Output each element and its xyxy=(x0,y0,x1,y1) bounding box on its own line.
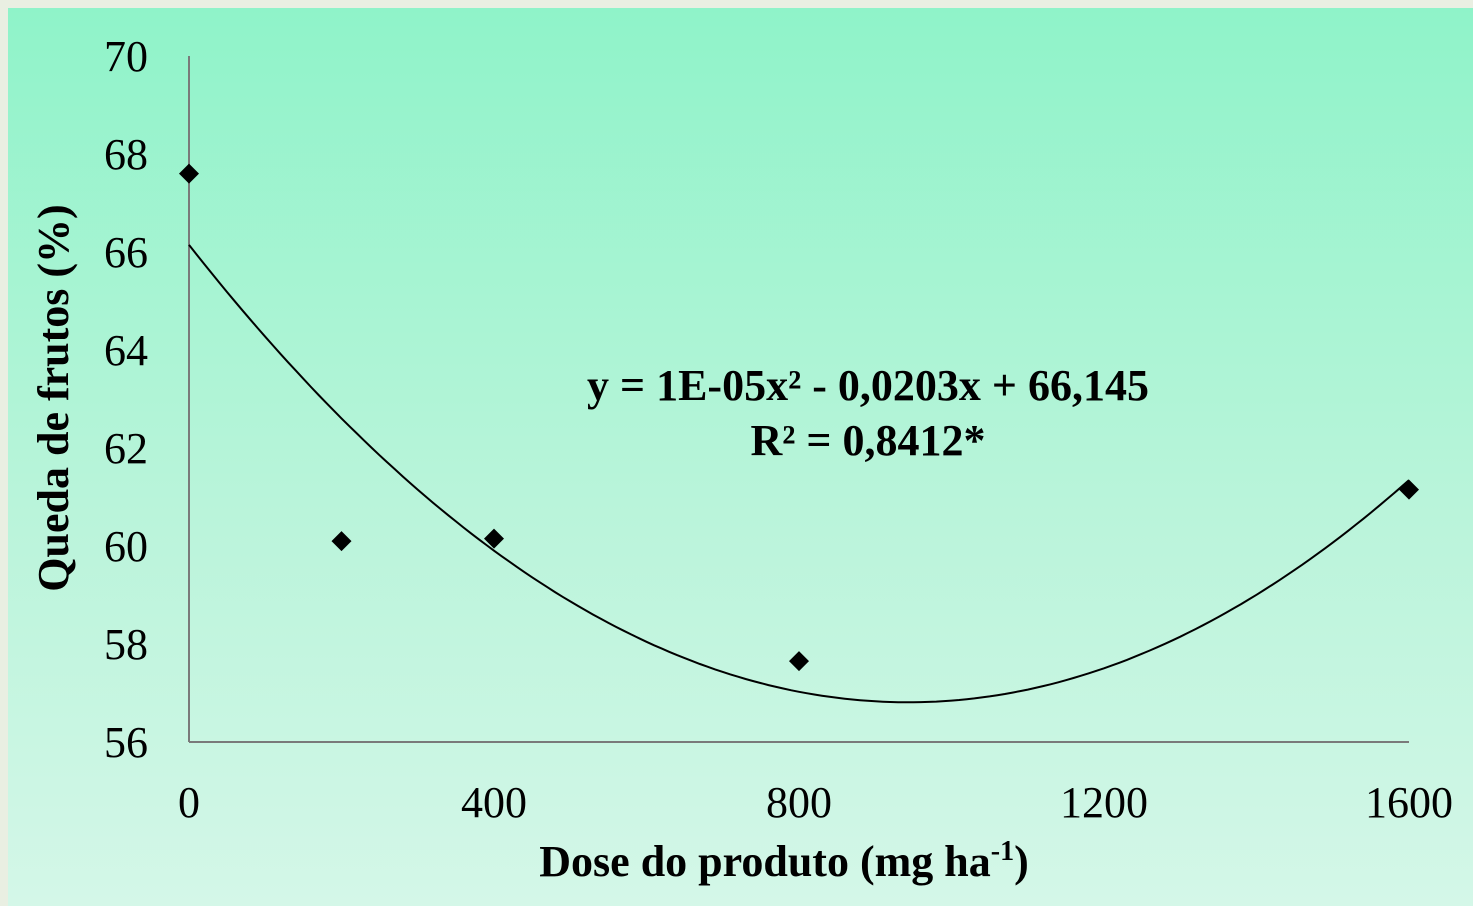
y-tick-label: 58 xyxy=(104,620,148,669)
y-tick-label: 62 xyxy=(104,424,148,473)
r-squared-label: R² = 0,8412* xyxy=(750,416,985,465)
y-tick-labels: 56 58 60 62 64 66 68 70 xyxy=(104,32,148,767)
data-point xyxy=(484,528,504,549)
data-point xyxy=(1399,479,1419,500)
x-tick-label: 400 xyxy=(461,778,527,827)
x-axis-title-sup: -1 xyxy=(991,836,1014,867)
y-tick-label: 60 xyxy=(104,522,148,571)
x-axis-title: Dose do produto (mg ha-1) xyxy=(539,836,1028,886)
plot-background xyxy=(8,8,1473,906)
data-point xyxy=(331,531,352,552)
data-points xyxy=(179,163,1419,672)
y-tick-label: 64 xyxy=(104,326,148,375)
y-tick-label: 70 xyxy=(104,32,148,81)
y-axis-title: Queda de frutos (%) xyxy=(29,204,78,591)
data-point xyxy=(179,163,199,184)
trendline-curve xyxy=(188,244,1410,704)
x-tick-label: 0 xyxy=(178,778,200,827)
x-tick-label: 1600 xyxy=(1365,778,1453,827)
trend-equation: y = 1E-05x² - 0,0203x + 66,145 xyxy=(587,361,1149,410)
x-tick-label: 1200 xyxy=(1060,778,1148,827)
data-point xyxy=(789,651,809,672)
y-tick-label: 56 xyxy=(104,718,148,767)
x-tick-label: 800 xyxy=(766,778,832,827)
x-tick-labels: 0 400 800 1200 1600 xyxy=(178,778,1453,827)
x-axis-title-main: Dose do produto (mg ha xyxy=(539,837,990,886)
y-tick-label: 66 xyxy=(104,228,148,277)
x-axis-title-end: ) xyxy=(1014,837,1029,886)
y-tick-label: 68 xyxy=(104,130,148,179)
